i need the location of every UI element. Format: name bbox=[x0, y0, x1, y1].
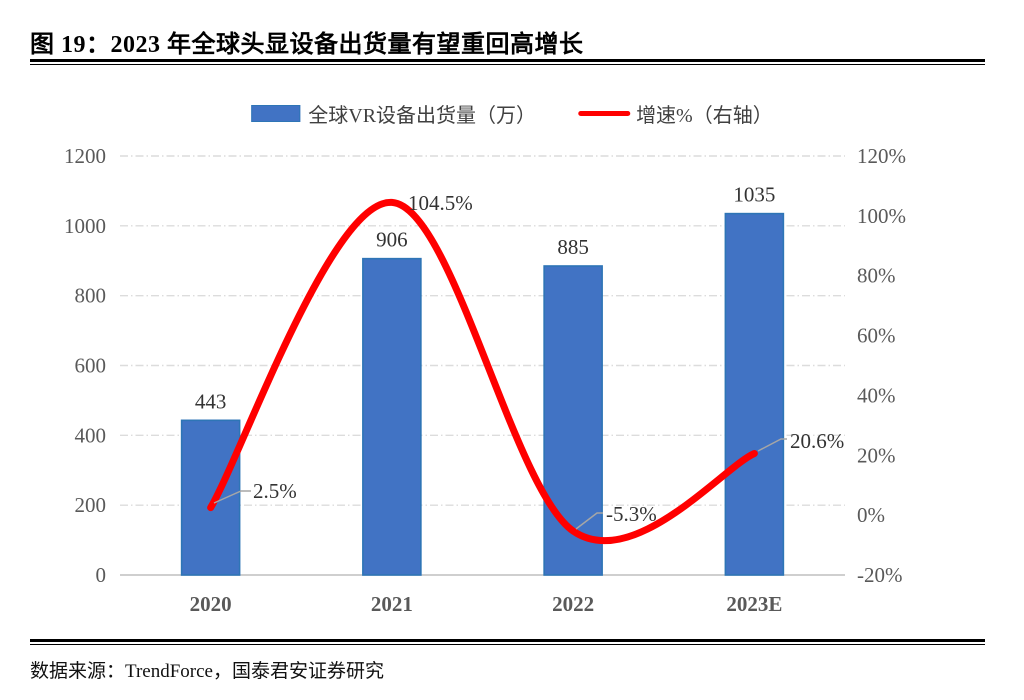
bar-2023E bbox=[724, 212, 785, 576]
line-series-swatch-icon bbox=[578, 111, 631, 116]
bar-value-label: 906 bbox=[376, 228, 408, 252]
growth-point-label: -5.3% bbox=[606, 502, 657, 526]
right-axis-tick: 80% bbox=[857, 264, 896, 288]
category-label: 2021 bbox=[371, 592, 413, 616]
category-label: 2022 bbox=[552, 592, 594, 616]
category-label: 2023E bbox=[726, 592, 782, 616]
right-axis-tick: 0% bbox=[857, 503, 885, 527]
right-axis-tick: 40% bbox=[857, 383, 896, 407]
left-axis-tick: 600 bbox=[75, 354, 107, 378]
growth-point-label: 104.5% bbox=[408, 191, 473, 215]
left-axis-tick: 0 bbox=[96, 563, 107, 587]
right-axis-tick: 60% bbox=[857, 324, 896, 348]
legend-item-growth: 增速%（右轴） bbox=[578, 99, 773, 128]
right-axis-tick: 20% bbox=[857, 443, 896, 467]
legend-item-shipments: 全球VR设备出货量（万） bbox=[251, 99, 536, 128]
legend-label-growth: 增速%（右轴） bbox=[636, 105, 773, 127]
growth-point-label: 20.6% bbox=[790, 429, 844, 453]
bar-2021 bbox=[362, 257, 422, 576]
legend-label-shipments: 全球VR设备出货量（万） bbox=[308, 105, 537, 127]
bar-2020 bbox=[180, 419, 241, 576]
category-label: 2020 bbox=[190, 592, 232, 616]
left-axis-tick: 800 bbox=[75, 284, 107, 308]
footer-rule-thin bbox=[30, 644, 985, 645]
leader-line bbox=[213, 490, 251, 504]
right-axis-tick: 120% bbox=[857, 144, 906, 168]
footer-rule-thick bbox=[30, 639, 985, 642]
source-note: 数据来源：TrendForce，国泰君安证券研究 bbox=[30, 661, 384, 682]
right-axis-tick: 100% bbox=[857, 204, 906, 228]
left-axis-tick: 1000 bbox=[64, 214, 106, 238]
growth-point-label: 2.5% bbox=[253, 479, 297, 503]
figure-title: 图 19：2023 年全球头显设备出货量有望重回高增长 bbox=[30, 32, 584, 58]
leader-line bbox=[757, 438, 787, 452]
left-axis-tick: 400 bbox=[75, 423, 107, 447]
legend: 全球VR设备出货量（万） 增速%（右轴） bbox=[251, 99, 773, 128]
bar-2022 bbox=[543, 265, 603, 576]
left-axis-tick: 1200 bbox=[64, 144, 106, 168]
bar-series-swatch-icon bbox=[251, 105, 301, 122]
bar-value-label: 1035 bbox=[733, 183, 775, 207]
title-rule-thin bbox=[30, 64, 985, 65]
left-axis-tick: 200 bbox=[75, 493, 107, 517]
leader-line bbox=[575, 512, 603, 530]
right-axis-tick: -20% bbox=[857, 563, 903, 587]
bar-value-label: 443 bbox=[195, 389, 227, 413]
title-rule-thick bbox=[30, 59, 985, 62]
bar-value-label: 885 bbox=[557, 235, 589, 259]
growth-line bbox=[207, 198, 758, 544]
